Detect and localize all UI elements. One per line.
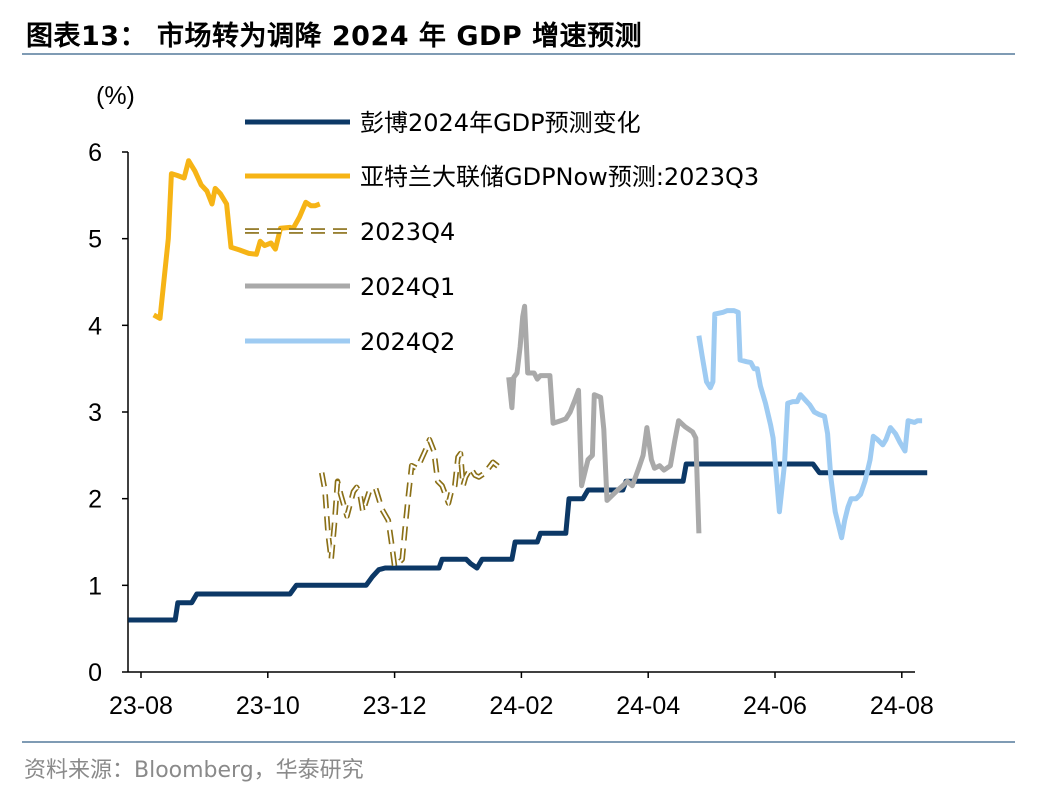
legend-label-1: 彭博2024年GDP预测变化 xyxy=(360,109,641,137)
legend-label-3: 2023Q4 xyxy=(360,218,455,246)
x-tick-label: 23-10 xyxy=(236,692,300,720)
legend-label-4: 2024Q1 xyxy=(360,273,455,301)
series-line-3 xyxy=(318,436,503,570)
legend-label-2: 亚特兰大联储GDPNow预测:2023Q3 xyxy=(360,163,759,191)
figure-title: 图表13： 市场转为调降 2024 年 GDP 增速预测 xyxy=(26,21,643,52)
y-tick-label: 4 xyxy=(88,312,102,340)
source-rule xyxy=(22,741,1015,743)
x-tick-label: 24-02 xyxy=(489,692,553,720)
x-tick-label: 23-12 xyxy=(363,692,427,720)
x-tick-label: 24-06 xyxy=(743,692,807,720)
x-tick-label: 24-04 xyxy=(616,692,680,720)
y-axis-label: (%) xyxy=(96,82,135,110)
series-line-4 xyxy=(506,303,702,534)
series-line-3-inner xyxy=(320,436,502,569)
chart: 0 1 2 3 4 5 6 (%) 23-08 23-10 23-12 24-02 24-04 24-06… xyxy=(88,82,934,720)
y-tick-label: 2 xyxy=(88,486,102,514)
y-tick-label: 5 xyxy=(88,226,102,254)
x-tick-label: 24-08 xyxy=(870,692,934,720)
series-line-1 xyxy=(128,461,928,623)
chart-series xyxy=(128,158,928,623)
y-tick-label: 3 xyxy=(88,399,102,427)
legend-label-5: 2024Q2 xyxy=(360,328,455,356)
x-tick-label: 23-08 xyxy=(109,692,173,720)
y-tick-label: 1 xyxy=(88,572,102,600)
y-tick-label: 0 xyxy=(88,659,102,687)
title-rule xyxy=(22,53,1015,55)
source-note: 资料来源：Bloomberg，华泰研究 xyxy=(24,758,364,783)
series-line-2 xyxy=(152,158,321,321)
series-line-5 xyxy=(696,308,923,541)
chart-axes: 0 1 2 3 4 5 6 (%) 23-08 23-10 23-12 24-02 24-04 24-06… xyxy=(88,82,934,720)
y-tick-label: 6 xyxy=(88,139,102,167)
